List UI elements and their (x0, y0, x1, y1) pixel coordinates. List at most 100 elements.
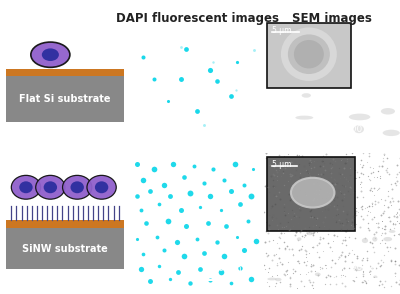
Point (375, 168, 381, 173)
Point (307, 209, 313, 213)
Point (316, 266, 323, 271)
Point (282, 273, 288, 277)
Point (332, 178, 338, 182)
Point (296, 168, 302, 173)
Point (358, 189, 364, 193)
Point (276, 167, 283, 172)
Point (288, 172, 294, 177)
Point (264, 254, 271, 259)
Point (379, 237, 386, 242)
Point (277, 220, 284, 225)
Point (349, 220, 355, 225)
Point (358, 158, 364, 162)
Point (308, 206, 315, 210)
Point (371, 186, 377, 191)
Point (296, 178, 302, 183)
Point (344, 189, 351, 194)
Point (360, 195, 366, 199)
Point (349, 217, 356, 221)
Point (281, 183, 287, 187)
Point (263, 156, 269, 161)
Point (294, 161, 300, 165)
Point (325, 206, 331, 211)
Point (316, 187, 323, 192)
Point (284, 219, 290, 224)
Point (388, 203, 394, 207)
Point (286, 171, 293, 176)
Point (303, 248, 310, 253)
Point (343, 216, 349, 221)
Point (287, 274, 294, 279)
Point (293, 214, 300, 219)
Point (301, 283, 307, 288)
Point (340, 273, 346, 277)
Point (360, 279, 366, 284)
Point (318, 176, 325, 181)
Point (299, 234, 306, 238)
Point (241, 183, 247, 188)
Point (312, 210, 319, 215)
Point (273, 195, 280, 200)
Text: SEM images: SEM images (292, 12, 372, 25)
Point (266, 265, 272, 270)
Point (200, 250, 207, 255)
Point (270, 214, 276, 219)
Point (320, 219, 326, 224)
Point (322, 186, 328, 191)
Point (386, 171, 392, 176)
Point (305, 160, 312, 165)
Point (341, 166, 348, 171)
Point (310, 191, 317, 196)
Point (329, 193, 335, 198)
Point (312, 198, 318, 202)
Point (361, 278, 367, 282)
Point (342, 228, 349, 233)
Point (325, 232, 331, 237)
Point (306, 156, 312, 160)
Point (318, 158, 325, 163)
Point (358, 206, 365, 211)
Point (303, 272, 310, 277)
Point (329, 248, 335, 253)
Ellipse shape (307, 231, 313, 235)
Point (271, 181, 278, 186)
Point (365, 173, 371, 178)
Point (330, 157, 336, 162)
Point (348, 223, 354, 228)
Point (393, 211, 400, 215)
Point (134, 161, 140, 166)
Point (273, 252, 280, 256)
Point (288, 208, 295, 212)
Point (320, 161, 327, 165)
Point (270, 216, 276, 220)
Point (366, 269, 372, 274)
Point (324, 163, 330, 167)
Point (207, 278, 214, 282)
Point (287, 155, 293, 159)
Point (354, 195, 361, 200)
Point (268, 206, 274, 210)
Point (387, 218, 393, 223)
Point (375, 169, 382, 174)
Point (393, 280, 400, 284)
Point (362, 206, 368, 210)
Point (310, 160, 317, 165)
Point (227, 280, 234, 285)
Point (270, 178, 277, 183)
Point (331, 176, 337, 181)
Point (282, 198, 288, 203)
Point (300, 235, 307, 240)
Point (296, 206, 302, 210)
Ellipse shape (95, 181, 108, 193)
Point (310, 181, 316, 185)
Point (304, 231, 310, 235)
Ellipse shape (302, 93, 311, 98)
Point (307, 170, 314, 175)
Point (322, 263, 328, 267)
Point (318, 184, 324, 189)
Point (264, 280, 270, 284)
Point (340, 238, 347, 243)
Point (335, 155, 341, 159)
Point (178, 207, 184, 212)
Point (344, 194, 351, 198)
